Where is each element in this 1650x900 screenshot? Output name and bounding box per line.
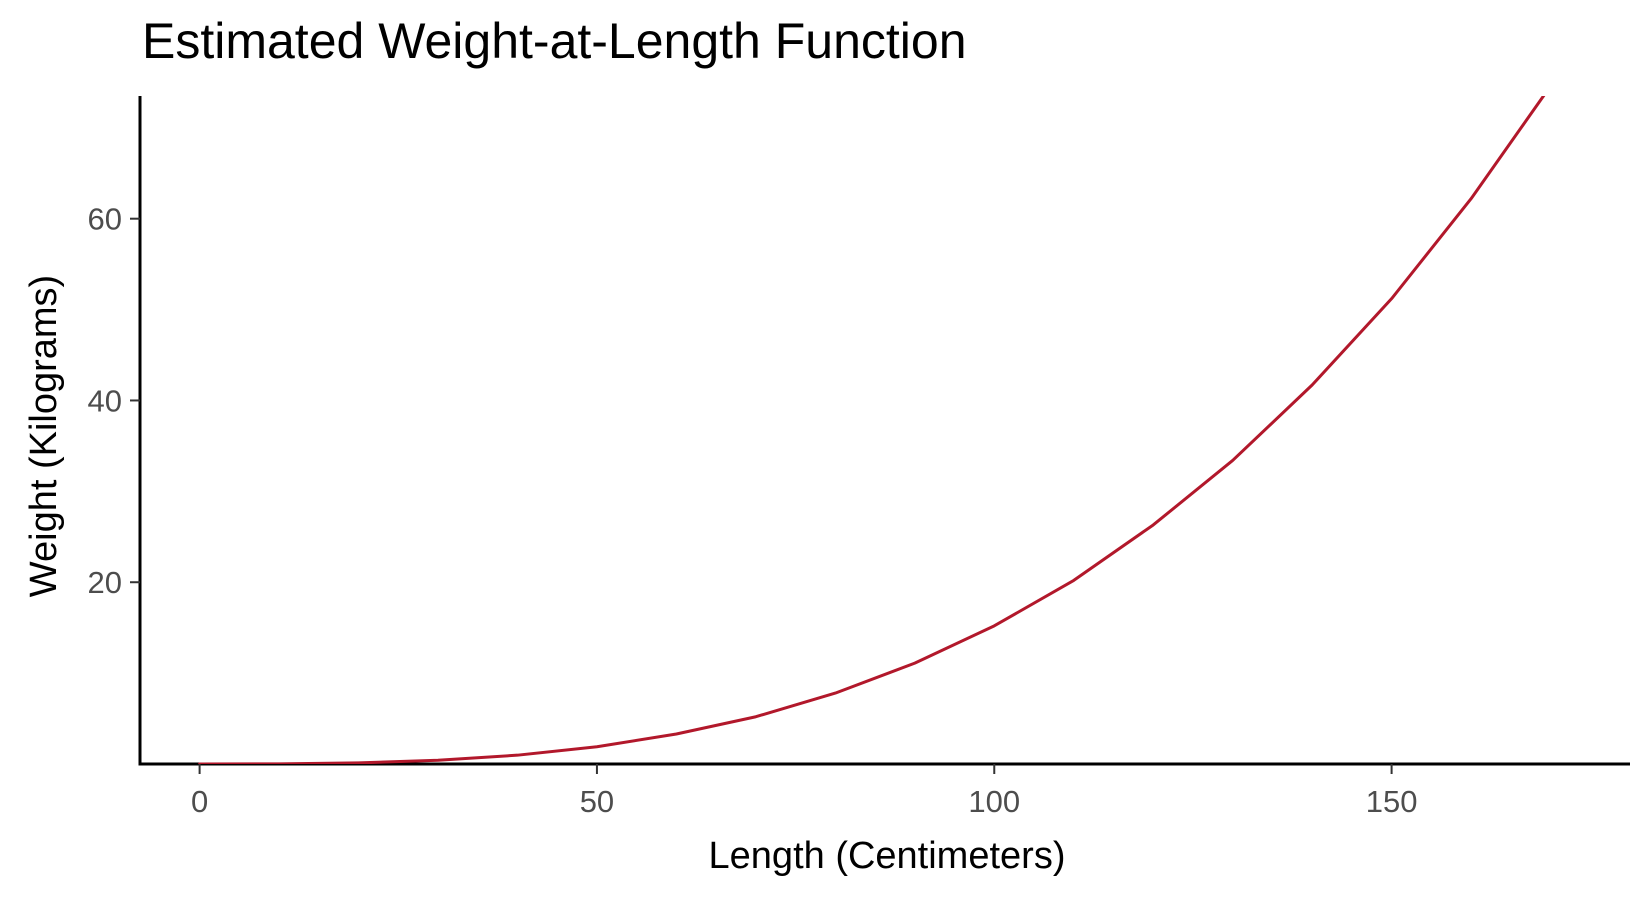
- x-axis-title: Length (Centimeters): [709, 835, 1066, 877]
- chart-title: Estimated Weight-at-Length Function: [142, 13, 967, 69]
- series-line: [198, 96, 1546, 764]
- series-layer: [198, 96, 1546, 764]
- x-tick-label: 100: [968, 784, 1020, 819]
- y-axis-title: Weight (Kilograms): [23, 275, 65, 597]
- x-tick-label: 50: [580, 784, 614, 819]
- axes: 0 50 100 150 20 40 60: [88, 96, 1630, 819]
- y-tick-label: 40: [88, 383, 122, 418]
- y-tick-label: 60: [88, 202, 122, 237]
- x-tick-label: 150: [1366, 784, 1418, 819]
- x-tick-label: 0: [191, 784, 208, 819]
- y-tick-label: 20: [88, 565, 122, 600]
